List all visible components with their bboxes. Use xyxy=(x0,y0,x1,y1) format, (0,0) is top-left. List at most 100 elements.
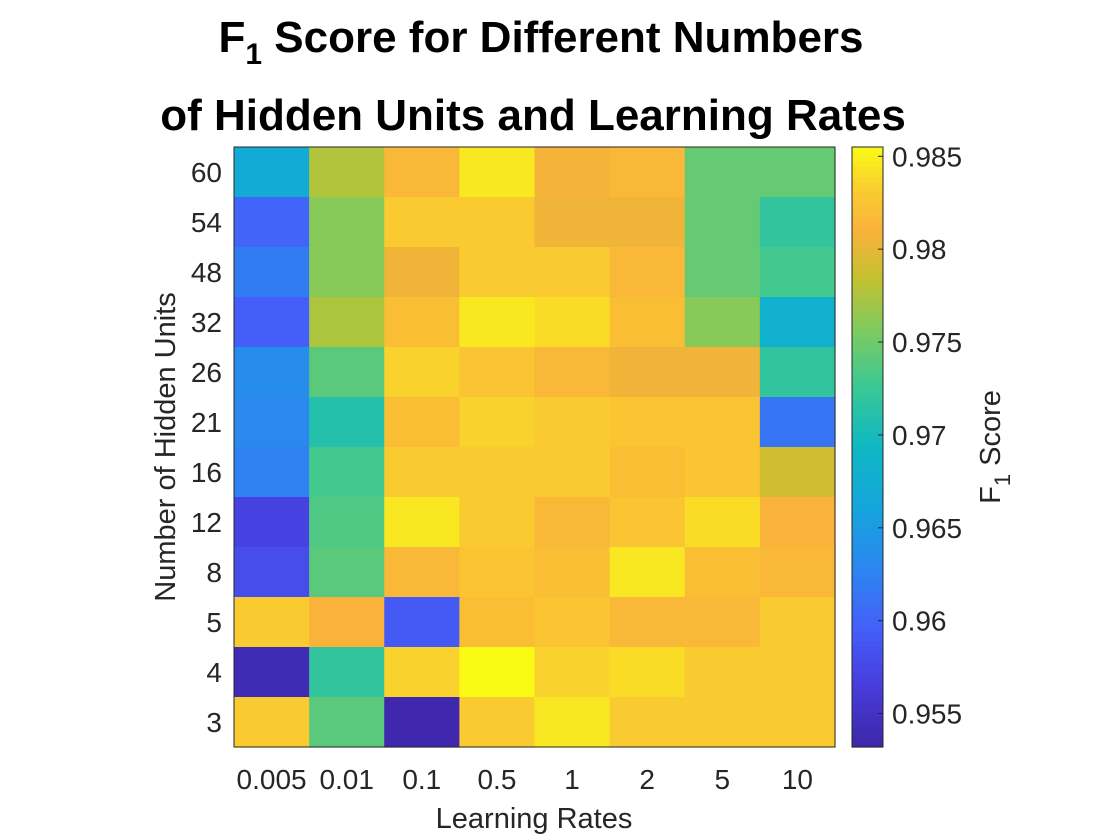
colorbar-gradient-segment xyxy=(852,697,883,703)
heatmap-cell xyxy=(309,447,385,498)
colorbar-gradient-segment xyxy=(852,312,883,318)
heatmap-cell xyxy=(459,547,536,598)
heatmap-cell xyxy=(384,547,460,598)
colorbar-gradient-segment xyxy=(852,657,883,663)
heatmap-cell xyxy=(459,147,536,198)
colorbar-gradient-segment xyxy=(852,337,883,343)
heatmap-cell xyxy=(609,197,686,248)
colorbar-gradient-segment xyxy=(852,492,883,498)
heatmap-cell xyxy=(759,447,836,498)
heatmap-cell xyxy=(384,497,460,548)
heatmap-cell xyxy=(609,697,686,748)
colorbar-tick-label: 0.955 xyxy=(892,699,962,730)
colorbar-tick-label: 0.965 xyxy=(892,513,962,544)
colorbar-gradient-segment xyxy=(852,322,883,328)
colorbar-gradient-segment xyxy=(852,612,883,618)
heatmap-cells xyxy=(234,147,836,748)
colorbar-gradient-segment xyxy=(852,182,883,188)
x-tick-label: 0.005 xyxy=(237,764,307,795)
colorbar-gradient-segment xyxy=(852,342,883,348)
colorbar-gradient-segment xyxy=(852,732,883,738)
y-tick-label: 21 xyxy=(191,407,222,438)
colorbar-gradient-segment xyxy=(852,302,883,308)
colorbar-gradient-segment xyxy=(852,282,883,288)
y-tick-label: 5 xyxy=(206,607,222,638)
colorbar-gradient-segment xyxy=(852,332,883,338)
colorbar-gradient-segment xyxy=(852,407,883,413)
heatmap-cell xyxy=(609,147,686,198)
y-tick-label: 32 xyxy=(191,307,222,338)
colorbar-gradient-segment xyxy=(852,672,883,678)
heatmap-cell xyxy=(684,147,761,198)
heatmap-cell xyxy=(684,497,761,548)
colorbar-gradient-segment xyxy=(852,622,883,628)
y-tick-label: 8 xyxy=(206,557,222,588)
colorbar-gradient-segment xyxy=(852,457,883,463)
heatmap-cell xyxy=(309,697,385,748)
colorbar-gradient-segment xyxy=(852,447,883,453)
x-tick-label: 5 xyxy=(715,764,731,795)
heatmap-cell xyxy=(309,497,385,548)
y-tick-label: 60 xyxy=(191,157,222,188)
colorbar-border xyxy=(851,146,884,748)
colorbar-label: F1 Score xyxy=(975,390,1015,504)
colorbar-gradient-segment xyxy=(852,512,883,518)
colorbar-gradient-segment xyxy=(852,417,883,423)
colorbar-gradient-segment xyxy=(852,352,883,358)
heatmap-cell xyxy=(534,647,611,698)
heatmap-cell xyxy=(309,397,385,448)
y-tick-label: 3 xyxy=(206,707,222,738)
heatmap-cell xyxy=(309,197,385,248)
colorbar-gradient-segment xyxy=(852,472,883,478)
heatmap-cell xyxy=(534,497,611,548)
colorbar-gradient-segment xyxy=(852,692,883,698)
colorbar-tick-label: 0.975 xyxy=(892,327,962,358)
heatmap-cell xyxy=(759,497,836,548)
heatmap-cell xyxy=(384,447,460,498)
colorbar-gradient-segment xyxy=(852,207,883,213)
y-tick-label: 54 xyxy=(191,207,222,238)
heatmap-cell xyxy=(459,497,536,548)
chart-title-line-1: F1 Score for Different Numbers xyxy=(218,13,863,71)
heatmap-cell xyxy=(234,197,310,248)
y-tick-label: 16 xyxy=(191,457,222,488)
heatmap-cell xyxy=(309,347,385,398)
heatmap-cell xyxy=(384,297,460,348)
colorbar-gradient-segment xyxy=(852,627,883,633)
x-axis-label: Learning Rates xyxy=(436,803,633,835)
chart-title-line-2: of Hidden Units and Learning Rates xyxy=(160,91,906,140)
heatmap-cell xyxy=(534,447,611,498)
colorbar-gradient-segment xyxy=(852,497,883,503)
colorbar-gradient-segment xyxy=(852,202,883,208)
colorbar-gradient-segment xyxy=(852,437,883,443)
colorbar-gradient-segment xyxy=(852,552,883,558)
heatmap-cell xyxy=(309,547,385,598)
colorbar-gradient-segment xyxy=(852,597,883,603)
colorbar-gradient-segment xyxy=(852,462,883,468)
colorbar-gradient-segment xyxy=(852,152,883,158)
colorbar-gradient-segment xyxy=(852,527,883,533)
colorbar-gradient-segment xyxy=(852,717,883,723)
colorbar-gradient-segment xyxy=(852,247,883,253)
heatmap-cell xyxy=(609,347,686,398)
colorbar-gradient-segment xyxy=(852,502,883,508)
colorbar-gradient-segment xyxy=(852,212,883,218)
colorbar-tick-label: 0.98 xyxy=(892,234,947,265)
y-axis-label: Number of Hidden Units xyxy=(150,292,182,601)
heatmap-cell xyxy=(609,597,686,648)
heatmap-cell xyxy=(459,247,536,298)
colorbar-gradient-segment xyxy=(852,232,883,238)
colorbar-gradient-segment xyxy=(852,517,883,523)
x-tick-label: 0.01 xyxy=(319,764,374,795)
x-tick-label: 2 xyxy=(639,764,655,795)
heatmap-cell xyxy=(234,447,310,498)
colorbar-gradient-segment xyxy=(852,157,883,163)
heatmap-cell xyxy=(234,347,310,398)
colorbar-gradient-segment xyxy=(852,297,883,303)
heatmap-cell xyxy=(234,597,310,648)
heatmap-cell xyxy=(609,497,686,548)
colorbar-gradient-segment xyxy=(852,262,883,268)
colorbar-gradient-segment xyxy=(852,222,883,228)
colorbar-gradient-segment xyxy=(852,392,883,398)
